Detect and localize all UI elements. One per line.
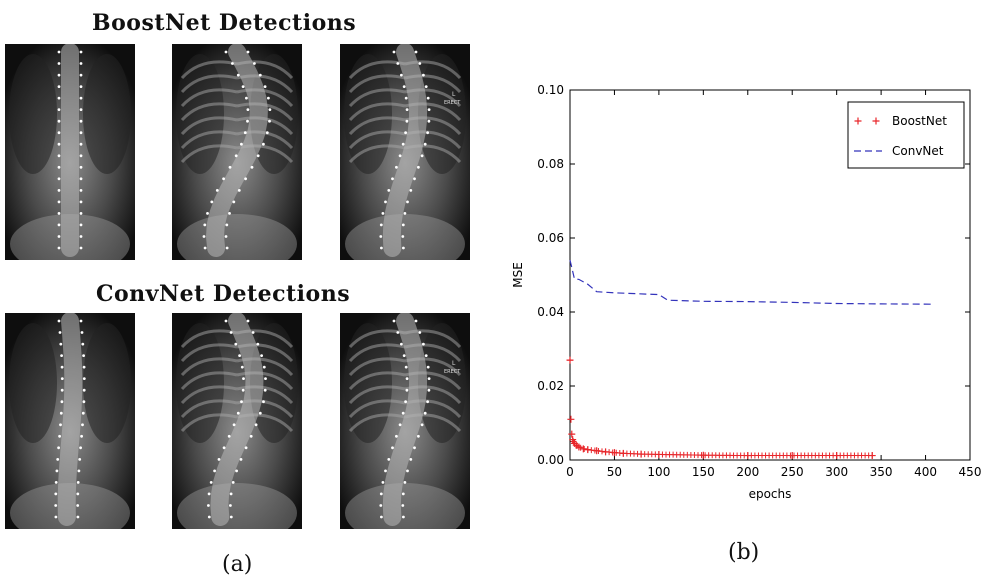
x-tick-label: 50	[607, 465, 622, 479]
boostnet-point	[637, 450, 645, 458]
xray-convnet-1	[5, 313, 135, 529]
x-tick-label: 300	[825, 465, 848, 479]
boostnet-point	[744, 452, 752, 460]
xray-boostnet-3: L ERECT	[340, 44, 470, 260]
y-tick-label: 0.08	[537, 157, 564, 171]
y-tick-label: 0.06	[537, 231, 564, 245]
boostnet-point	[699, 451, 707, 459]
y-tick-label: 0.10	[537, 83, 564, 97]
boostnet-point	[584, 446, 592, 454]
x-tick-label: 200	[736, 465, 759, 479]
x-tick-label: 350	[870, 465, 893, 479]
boostnet-point	[788, 452, 796, 460]
y-tick-label: 0.04	[537, 305, 564, 319]
xray-marker-letter: L	[452, 91, 456, 98]
xray-marker-word: ERECT	[444, 369, 461, 375]
boostnet-detections-title: BoostNet Detections	[92, 10, 357, 36]
legend-label-convnet: ConvNet	[892, 144, 944, 158]
caption-b: (b)	[728, 540, 760, 565]
boostnet-point	[566, 356, 574, 364]
caption-a: (a)	[222, 552, 253, 577]
legend-box	[847, 101, 965, 169]
boostnet-point	[568, 430, 576, 438]
series-boostnet	[566, 356, 876, 460]
y-tick-label: 0.00	[537, 453, 564, 467]
legend-label-boostnet: BoostNet	[892, 114, 947, 128]
convnet-detections-title: ConvNet Detections	[96, 281, 351, 307]
legend: BoostNet ConvNet	[847, 101, 965, 169]
boostnet-point	[619, 449, 627, 457]
x-tick-label: 100	[647, 465, 670, 479]
legend-marker-boostnet	[854, 117, 862, 125]
xray-marker-word: ERECT	[444, 100, 461, 106]
x-tick-label: 150	[692, 465, 715, 479]
x-axis-label: epochs	[749, 487, 792, 501]
xray-boostnet-1	[5, 44, 135, 260]
boostnet-point	[567, 415, 575, 423]
xray-boostnet-2	[172, 44, 302, 260]
x-tick-label: 450	[959, 465, 982, 479]
boostnet-point	[655, 450, 663, 458]
boostnet-point	[575, 443, 583, 451]
x-tick-label: 400	[914, 465, 937, 479]
boostnet-point	[610, 449, 618, 457]
mse-chart: 0 50 100 150 200 250 300 350 400 450 0.00 0.02 0.04 0…	[511, 83, 982, 501]
boostnet-point	[868, 452, 876, 460]
boostnet-point	[833, 452, 841, 460]
y-axis-label: MSE	[511, 262, 525, 288]
boostnet-point	[593, 447, 601, 455]
boostnet-point	[569, 436, 577, 444]
boostnet-point	[602, 448, 610, 456]
x-tick-label: 250	[781, 465, 804, 479]
y-tick-label: 0.02	[537, 379, 564, 393]
xray-marker-letter: L	[452, 360, 456, 367]
x-tick-label: 0	[566, 465, 574, 479]
xray-convnet-2	[172, 313, 302, 529]
boostnet-point	[579, 445, 587, 453]
xray-convnet-3: L ERECT	[340, 313, 470, 529]
legend-marker-boostnet	[872, 117, 880, 125]
